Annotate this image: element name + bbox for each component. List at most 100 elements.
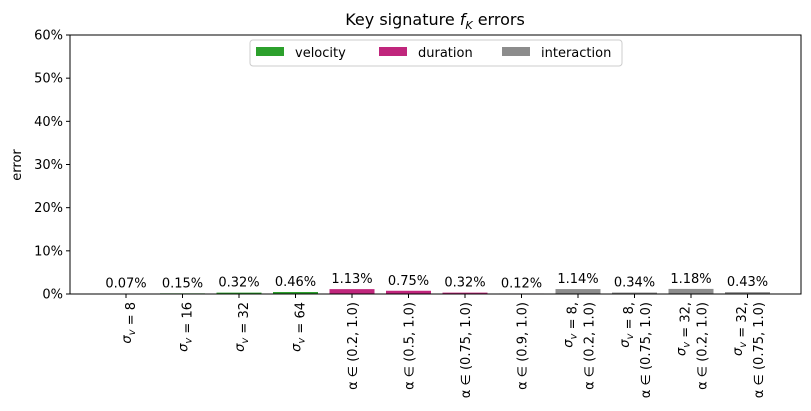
bar — [386, 290, 431, 294]
bar — [555, 289, 601, 294]
data-label: 0.32% — [218, 276, 259, 291]
x-tick-label-part: = 16 — [181, 302, 196, 338]
data-label: 0.46% — [275, 275, 316, 290]
bar — [273, 292, 318, 294]
data-label: 1.13% — [331, 272, 372, 287]
title-text: Key signature — [345, 10, 460, 29]
x-tick-label: σv = 8 — [120, 302, 139, 344]
x-tick-label-part: σ — [562, 339, 577, 348]
bar — [216, 292, 262, 294]
x-tick-label-part: = 64 — [294, 302, 309, 338]
x-tick-label: σv = 16 — [177, 302, 196, 352]
data-label: 1.18% — [670, 272, 711, 287]
x-tick-label-subscript: v — [240, 337, 251, 344]
title-subscript: K — [465, 19, 473, 32]
x-tick-label-part: σ — [233, 343, 248, 352]
x-tick-label: α ∈ (0.5, 1.0) — [403, 302, 418, 390]
data-label: 0.43% — [727, 275, 768, 290]
data-label: 0.07% — [105, 277, 146, 292]
bars-group: 0.07% 0.15% 0.32% 0.46% 1.13% 0.75% 0.32% 0.12%… — [103, 272, 770, 295]
x-tick-label-part: α ∈ (0.75, 1.0) — [459, 302, 474, 398]
x-tick-label-part: = 32, — [679, 302, 694, 342]
x-tick-label: σv = 8, α ∈ (0.75, 1.0) — [618, 302, 654, 398]
x-tick-label-line: α ∈ (0.5, 1.0) — [403, 302, 418, 390]
title-suffix: errors — [473, 10, 525, 29]
x-tick-label: σv = 32 — [233, 302, 252, 352]
y-axis-label: error — [10, 149, 25, 181]
x-tick-label-line: σv = 8, — [618, 302, 637, 348]
legend-swatch — [379, 47, 407, 56]
chart-title: Key signature fK errors — [345, 10, 525, 32]
legend-swatch — [502, 47, 530, 56]
x-tick-label-subscript: v — [569, 332, 580, 339]
x-tick-label-subscript: v — [127, 328, 138, 335]
data-label: 0.12% — [501, 276, 542, 291]
x-tick-label-line: σv = 8 — [120, 302, 139, 344]
x-tick-label-part: = 8 — [124, 302, 139, 329]
bar — [329, 289, 375, 294]
bar — [668, 288, 714, 294]
data-label: 0.75% — [388, 274, 429, 289]
legend-label: interaction — [541, 46, 611, 61]
x-tick-label-part: σ — [177, 343, 192, 352]
data-label: 1.14% — [557, 272, 598, 287]
x-tick-label: α ∈ (0.2, 1.0) — [346, 302, 361, 390]
y-tick-label: 40% — [34, 115, 63, 130]
x-tick-label: σv = 64 — [290, 302, 309, 352]
x-tick-label-line: σv = 32, — [675, 302, 694, 356]
x-tick-label: σv = 32, α ∈ (0.75, 1.0) — [731, 302, 767, 398]
x-tick-label-line: α ∈ (0.2, 1.0) — [583, 302, 598, 390]
y-tick-label: 30% — [34, 158, 63, 173]
x-tick-label-line: α ∈ (0.9, 1.0) — [516, 302, 531, 390]
bar — [612, 292, 657, 294]
x-tick-label-part: σ — [290, 343, 305, 352]
x-tick-label-subscript: v — [297, 337, 308, 344]
x-tick-label-part: = 32 — [237, 302, 252, 338]
x-tick-label-part: = 8, — [566, 302, 581, 334]
x-tick-label-line: σv = 64 — [290, 302, 309, 352]
x-tick-label-subscript: v — [184, 337, 195, 344]
x-tick-label-line: σv = 32 — [233, 302, 252, 352]
x-tick-label-subscript: v — [682, 341, 693, 348]
x-tick-label-line: σv = 8, — [562, 302, 581, 348]
x-tick-label-part: σ — [120, 335, 135, 344]
x-tick-label-part: = 8, — [622, 302, 637, 334]
x-tick-label-line: α ∈ (0.75, 1.0) — [459, 302, 474, 398]
y-tick-label: 20% — [34, 201, 63, 216]
x-tick-label: α ∈ (0.75, 1.0) — [459, 302, 474, 398]
data-label: 0.32% — [444, 276, 485, 291]
x-tick-label-part: α ∈ (0.75, 1.0) — [752, 302, 767, 398]
y-tick-label: 0% — [42, 288, 63, 303]
x-tick-label: α ∈ (0.9, 1.0) — [516, 302, 531, 390]
x-tick-label-part: α ∈ (0.9, 1.0) — [516, 302, 531, 390]
x-tick-label-line: σv = 32, — [731, 302, 750, 356]
x-tick-label-part: = 32, — [735, 302, 750, 342]
x-tick-label-part: α ∈ (0.2, 1.0) — [583, 302, 598, 390]
x-tick-label-line: α ∈ (0.2, 1.0) — [346, 302, 361, 390]
bar — [442, 292, 488, 294]
data-label: 0.34% — [614, 276, 655, 291]
x-tick-label-part: α ∈ (0.2, 1.0) — [696, 302, 711, 390]
bar — [725, 292, 770, 294]
legend: velocity duration interaction — [249, 39, 623, 67]
legend-label: duration — [418, 46, 473, 61]
y-tick-label: 10% — [34, 244, 63, 259]
y-tick-label: 60% — [34, 29, 63, 44]
legend-swatch — [256, 47, 284, 56]
legend-frame — [249, 39, 623, 67]
y-tick-label: 50% — [34, 72, 63, 87]
x-tick-label-part: α ∈ (0.5, 1.0) — [403, 302, 418, 390]
x-tick-label-part: α ∈ (0.75, 1.0) — [639, 302, 654, 398]
x-tick-label: σv = 8, α ∈ (0.2, 1.0) — [562, 302, 598, 390]
title-math: f — [460, 10, 468, 29]
legend-label: velocity — [295, 46, 346, 61]
data-label: 0.15% — [162, 276, 203, 291]
x-tick-label-line: α ∈ (0.75, 1.0) — [752, 302, 767, 398]
x-tick-label-part: α ∈ (0.2, 1.0) — [346, 302, 361, 390]
x-tick-label-subscript: v — [738, 341, 749, 348]
x-tick-label-line: α ∈ (0.75, 1.0) — [639, 302, 654, 398]
x-tick-label-part: σ — [618, 339, 633, 348]
x-tick-label: σv = 32, α ∈ (0.2, 1.0) — [675, 302, 711, 390]
